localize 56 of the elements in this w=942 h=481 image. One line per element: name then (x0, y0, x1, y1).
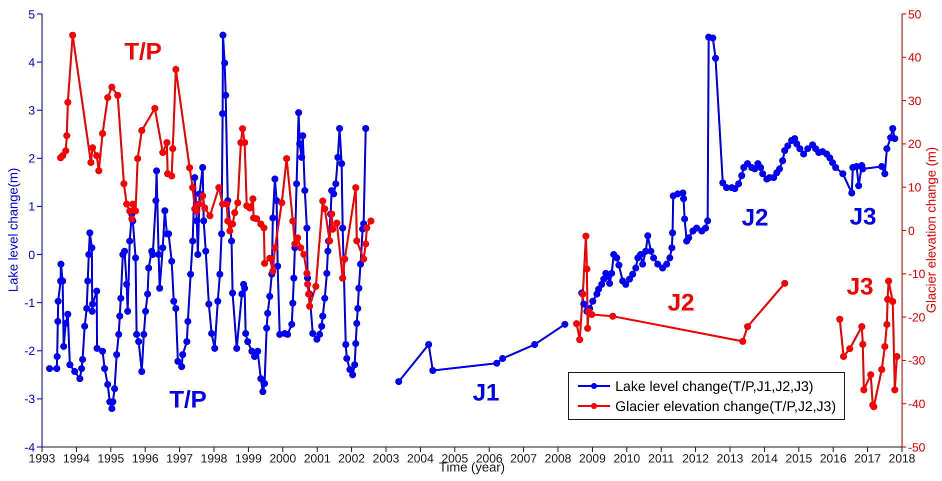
annotation: J3 (846, 274, 874, 300)
x-tick-label: 2008 (544, 452, 572, 466)
x-tick-label: 2011 (648, 452, 674, 466)
x-tick-label: 2014 (751, 452, 778, 466)
y2-tick-label: 20 (908, 137, 922, 152)
x-tick-label: 2010 (613, 452, 640, 466)
y-tick-label: -2 (24, 344, 36, 358)
y2-tick-label: 40 (908, 50, 922, 65)
annotation: J3 (850, 204, 876, 230)
x-tick-label: 2000 (269, 452, 296, 466)
y2-tick-label: -10 (908, 267, 926, 282)
x-tick-label: 2003 (372, 452, 400, 466)
annotation: J1 (472, 380, 500, 406)
x-tick-label: 1997 (166, 452, 194, 466)
x-tick-label: 1994 (63, 452, 90, 466)
x-tick-label: 2002 (338, 452, 366, 466)
y-tick-label: 4 (28, 55, 36, 70)
x-tick-label: 1993 (28, 452, 56, 466)
y2-tick-label: -50 (908, 440, 926, 454)
y2-tick-label: 30 (908, 94, 922, 108)
legend-label: Glacier elevation change(T/P,J2,J3) (615, 398, 836, 414)
x-tick-label: 1998 (200, 452, 228, 466)
x-tick-label: 1996 (132, 452, 159, 466)
x-tick-label: 2018 (888, 452, 916, 466)
y2-tick-label: -20 (908, 310, 926, 324)
y-tick-label: 2 (28, 152, 36, 166)
y-tick-label: -4 (24, 440, 36, 454)
x-tick-label: 2004 (407, 452, 434, 466)
x-tick-label: 2016 (820, 452, 847, 466)
y2-tick-label: -30 (908, 354, 926, 368)
y-tick-label: 1 (28, 200, 36, 214)
y-tick-label: 5 (28, 7, 36, 22)
y2-tick-label: 0 (908, 224, 915, 238)
x-tick-label: 1999 (235, 452, 262, 466)
annotation: J2 (742, 204, 768, 232)
annotation: T/P (124, 38, 162, 66)
x-tick-label: 1995 (97, 452, 124, 466)
annotation: J2 (668, 290, 694, 316)
y-tick-label: -1 (24, 296, 36, 310)
x-tick-label: 2015 (785, 452, 812, 466)
x-tick-label: 2017 (854, 452, 882, 466)
y2-tick-label: 10 (908, 180, 922, 194)
y-tick-label: 0 (28, 248, 36, 262)
x-tick-label: 2009 (579, 452, 606, 466)
y2-tick-label: 50 (908, 7, 922, 22)
x-tick-label: 2007 (510, 452, 538, 466)
y2-axis-title: Glacier elevation change (m) (924, 146, 938, 314)
y-tick-label: 3 (28, 103, 36, 118)
y-axis-title: Lake level change(m) (6, 168, 20, 292)
annotation: T/P (169, 386, 207, 414)
legend-label: Lake level change(T/P,J1,J2,J3) (615, 378, 814, 394)
y-tick-label: -3 (24, 392, 36, 406)
x-tick-label: 2013 (716, 452, 744, 466)
x-tick-label: 2012 (682, 452, 710, 466)
y2-tick-label: -40 (908, 396, 926, 411)
x-tick-label: 2001 (304, 452, 331, 466)
